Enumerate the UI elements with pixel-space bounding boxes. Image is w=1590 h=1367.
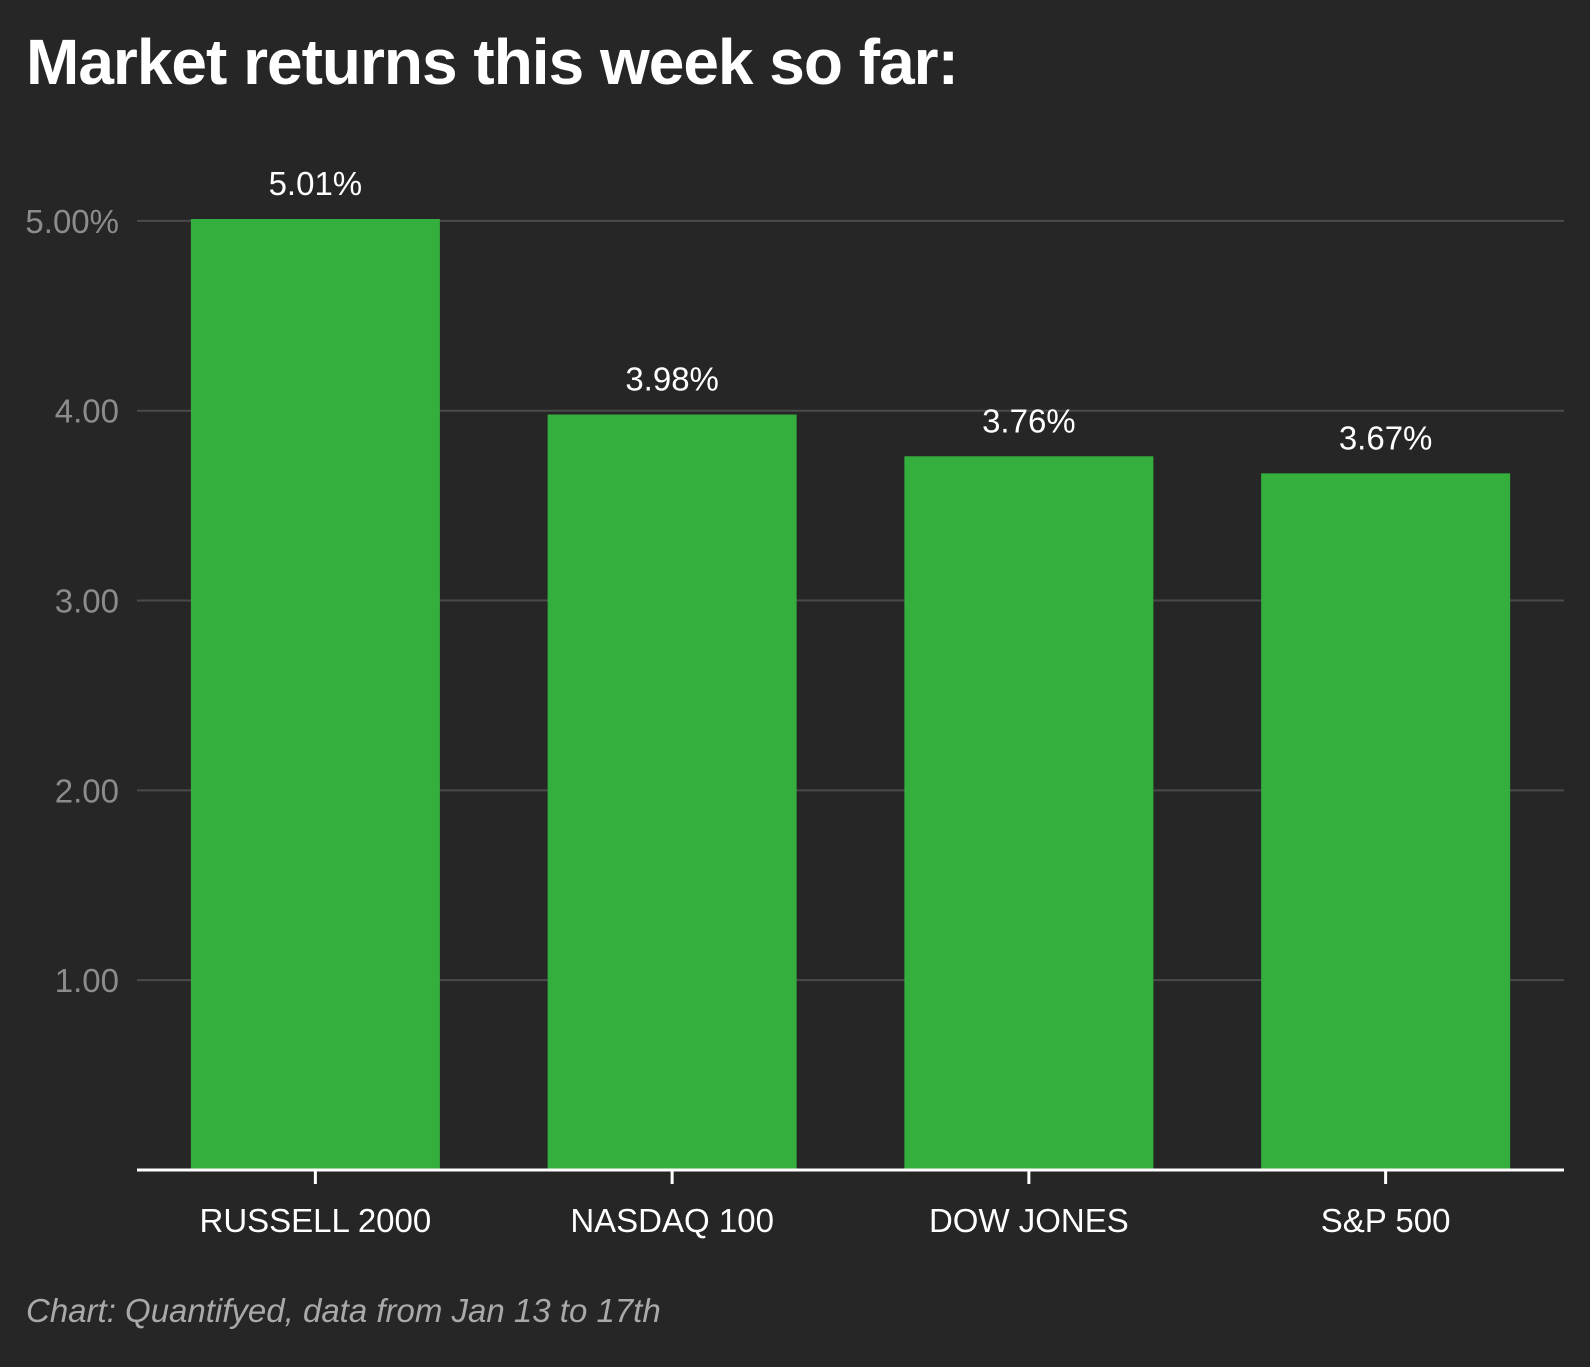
bar-3 <box>904 456 1154 1170</box>
x-category-label: NASDAQ 100 <box>570 1202 774 1239</box>
bar-value-label: 3.67% <box>1339 419 1433 456</box>
y-tick-label: 2.00 <box>55 772 119 809</box>
bar-value-label: 5.01% <box>269 165 363 202</box>
x-category-label: DOW JONES <box>929 1202 1129 1239</box>
bar-value-label: 3.76% <box>982 402 1076 439</box>
y-tick-label: 5.00% <box>25 203 119 240</box>
bar-2 <box>547 414 797 1170</box>
chart-title: Market returns this week so far: <box>26 26 959 98</box>
bar-value-label: 3.98% <box>625 361 719 398</box>
y-tick-label: 1.00 <box>55 962 119 999</box>
bar-4 <box>1261 473 1511 1171</box>
x-category-label: S&P 500 <box>1321 1202 1451 1239</box>
y-tick-label: 3.00 <box>55 583 119 620</box>
y-tick-label: 4.00 <box>55 393 119 430</box>
bar-1 <box>190 219 440 1170</box>
labels: 1.00 2.00 3.00 4.00 5.00% 5.01% RUSSELL 2000 3.… <box>25 165 1564 1239</box>
chart-source-note: Chart: Quantifyed, data from Jan 13 to 1… <box>26 1292 661 1329</box>
bars <box>190 219 1511 1171</box>
x-category-label: RUSSELL 2000 <box>199 1202 431 1239</box>
